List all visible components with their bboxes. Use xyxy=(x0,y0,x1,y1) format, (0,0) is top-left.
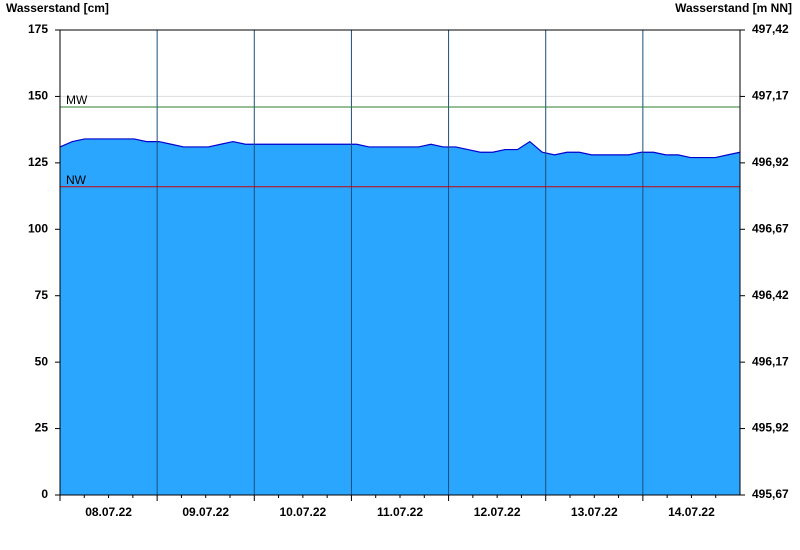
y2-axis-title: Wasserstand [m NN] xyxy=(675,1,792,15)
y2-tick-label: 496,17 xyxy=(752,354,789,368)
x-tick-label: 14.07.22 xyxy=(668,505,715,519)
water-area xyxy=(60,138,740,495)
y-tick-label: 50 xyxy=(35,354,49,368)
plot-border xyxy=(59,29,741,496)
water-line xyxy=(59,138,741,159)
y-tick-label: 75 xyxy=(35,288,49,302)
x-tick-label: 12.07.22 xyxy=(474,505,521,519)
x-tick-label: 10.07.22 xyxy=(279,505,326,519)
y2-tick-label: 496,42 xyxy=(752,288,789,302)
y2-tick-label: 497,17 xyxy=(752,89,789,103)
y2-tick-label: 495,67 xyxy=(752,487,789,501)
x-tick-label: 13.07.22 xyxy=(571,505,618,519)
y-tick-label: 150 xyxy=(28,89,48,103)
y2-tick-label: 495,92 xyxy=(752,421,789,435)
x-tick-label: 11.07.22 xyxy=(377,505,423,519)
y2-tick-label: 497,42 xyxy=(752,22,789,36)
y-tick-label: 125 xyxy=(28,155,48,169)
x-tick-label: 09.07.22 xyxy=(182,505,229,519)
y2-tick-label: 496,92 xyxy=(752,155,789,169)
y-axis-title: Wasserstand [cm] xyxy=(6,1,109,15)
y-tick-label: 100 xyxy=(28,221,48,235)
y-tick-label: 0 xyxy=(41,487,48,501)
y-tick-label: 175 xyxy=(28,22,48,36)
y2-tick-label: 496,67 xyxy=(752,221,789,235)
reference-label: NW xyxy=(66,173,87,187)
x-tick-label: 08.07.22 xyxy=(85,505,132,519)
y-tick-label: 25 xyxy=(35,421,49,435)
reference-label: MW xyxy=(66,93,88,107)
